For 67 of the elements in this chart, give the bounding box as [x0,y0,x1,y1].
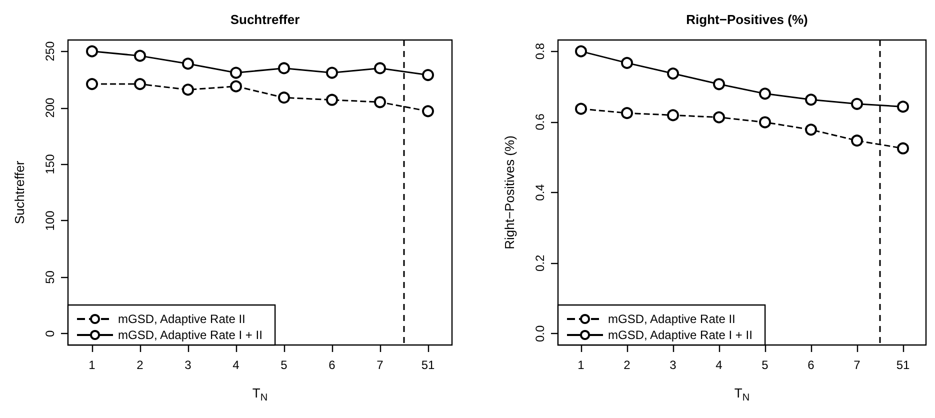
point [278,62,290,74]
point [713,111,725,124]
legend-label: mGSD, Adaptive Rate II [608,312,736,326]
x-tick-label: 7 [376,358,384,372]
point [326,94,338,106]
point [182,84,194,96]
x-tick-label: 6 [808,358,815,372]
point [86,45,98,58]
point [851,98,863,110]
point [759,88,771,100]
point [713,78,725,90]
y-tick-label: 0.2 [533,254,547,272]
point [575,102,587,115]
x-tick-label: 5 [762,358,769,372]
x-tick-label: 51 [421,358,435,372]
chart-title: Right−Positives (%) [686,12,808,27]
point [805,124,817,136]
point [230,66,242,79]
x-tick-label: 5 [280,358,288,372]
point [621,56,633,69]
point [851,134,863,147]
x-tick-label: 51 [896,358,910,372]
point [667,109,679,122]
point [759,116,771,128]
y-tick-label: 150 [43,154,57,174]
x-tick-label: 2 [136,358,144,372]
x-tick-label: 4 [232,358,240,372]
legend-label: mGSD, Adaptive Rate I + II [608,328,752,342]
point [374,96,386,108]
y-tick-label: 0.0 [533,325,547,342]
point [182,58,194,70]
chart-title: Suchtreffer [230,12,300,27]
y-tick-label: 50 [43,270,57,284]
y-tick-label: 200 [43,97,57,118]
point [326,66,338,79]
y-tick-label: 0.6 [533,113,547,130]
x-tick-label: 1 [578,358,585,372]
legend-label: mGSD, Adaptive Rate II [118,312,246,326]
point [374,62,386,74]
x-tick-label: 2 [624,358,631,372]
point [621,107,633,120]
y-tick-label: 0.8 [533,42,547,60]
y-axis-title: Right−Positives (%) [502,136,517,250]
x-tick-label: 7 [854,358,861,372]
x-tick-label: 4 [716,358,723,372]
point [897,100,909,113]
y-axis-title: Suchtreffer [12,160,27,224]
x-tick-label: 6 [328,358,336,372]
point [667,68,679,80]
point [422,105,434,118]
y-tick-label: 100 [43,210,57,231]
point [805,94,817,106]
y-tick-label: 250 [43,40,57,62]
point [278,92,290,104]
point [134,50,146,62]
legend-label: mGSD, Adaptive Rate I + II [118,328,262,342]
x-tick-label: 3 [670,358,677,372]
point [575,45,587,58]
point [86,78,98,90]
point [897,142,909,154]
point [230,80,242,92]
x-tick-label: 3 [184,358,192,372]
y-tick-label: 0.4 [533,184,547,201]
point [134,78,146,90]
y-tick-label: 0 [43,330,57,338]
x-tick-label: 1 [88,358,96,372]
point [422,69,434,82]
